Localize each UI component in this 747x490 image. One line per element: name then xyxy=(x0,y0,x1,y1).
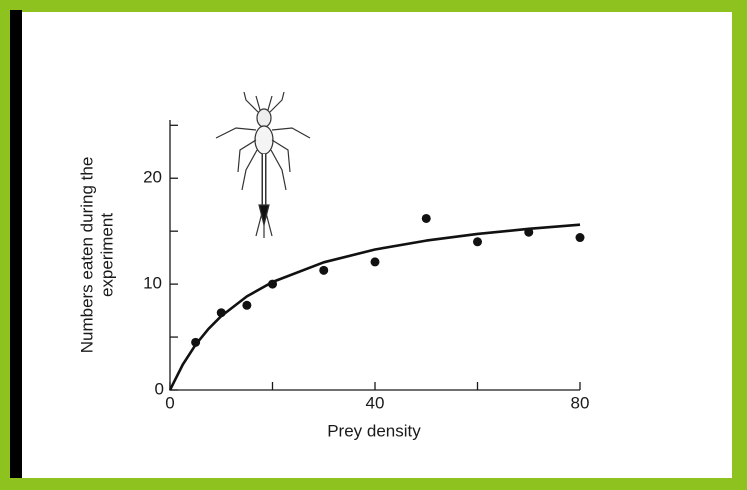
y-tick-label: 0 xyxy=(155,379,164,398)
x-tick-label: 80 xyxy=(571,393,590,412)
chart: Prey density Numbers eaten during the ex… xyxy=(0,0,747,490)
data-point xyxy=(319,266,328,275)
x-axis-label: Prey density xyxy=(327,421,421,440)
y-axis-label: experiment xyxy=(97,213,116,297)
x-tick-label: 40 xyxy=(366,393,385,412)
data-point xyxy=(473,237,482,246)
axes xyxy=(170,120,580,390)
data-point xyxy=(242,301,251,310)
data-point xyxy=(371,257,380,266)
insect-illustration xyxy=(216,92,310,238)
y-tick-label: 10 xyxy=(143,274,162,293)
fitted-curve xyxy=(170,225,580,390)
y-tick-label: 20 xyxy=(143,168,162,187)
y-axis-label: Numbers eaten during the xyxy=(77,157,96,354)
data-point xyxy=(576,233,585,242)
page: {"chart_data": { "type": "scatter", "xla… xyxy=(0,0,747,490)
x-tick-label: 0 xyxy=(165,393,174,412)
data-point xyxy=(422,214,431,223)
